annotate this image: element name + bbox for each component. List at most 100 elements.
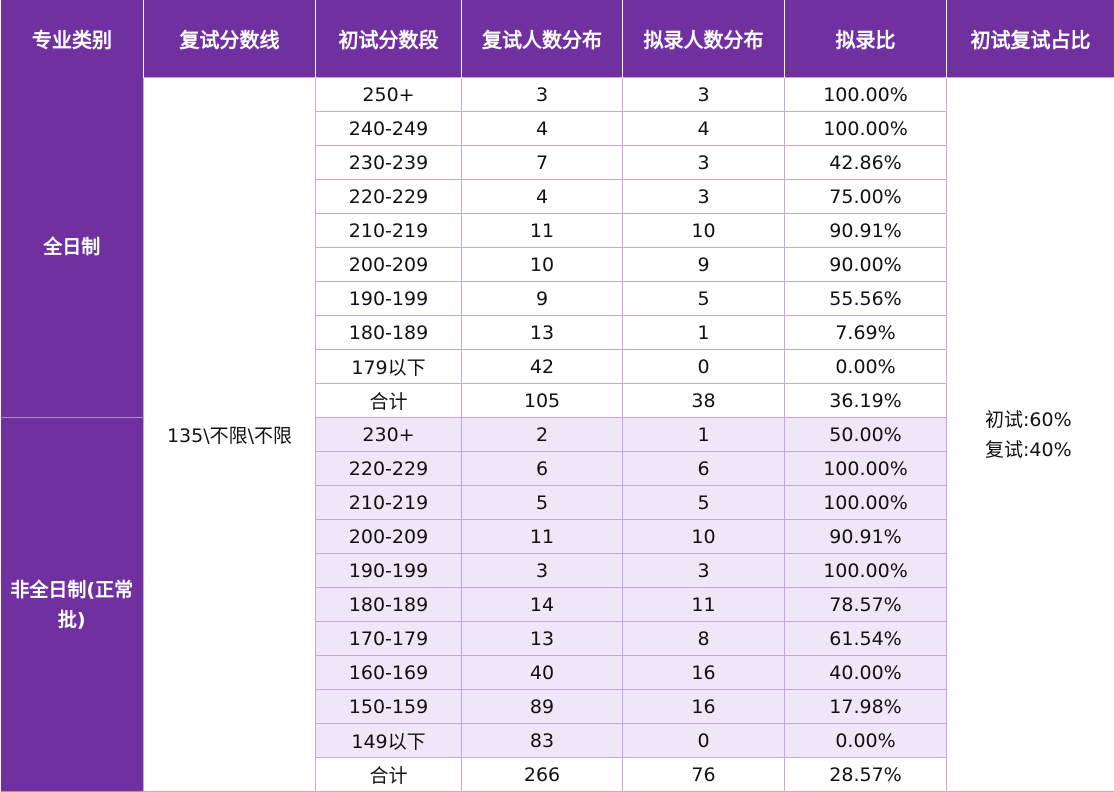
admit-ratio-cell: 36.19% bbox=[784, 383, 947, 418]
admit-count-cell: 8 bbox=[622, 621, 785, 656]
retest-count-cell: 89 bbox=[461, 689, 623, 724]
score-range-cell: 180-189 bbox=[315, 587, 462, 622]
table-row: 240-249 4 4 100.00% bbox=[1, 111, 1114, 146]
retest-count-cell: 3 bbox=[461, 553, 623, 588]
admit-ratio-cell: 90.91% bbox=[784, 519, 947, 554]
retest-count-cell: 13 bbox=[461, 315, 623, 350]
weight-ratio-cell: 初试:60% 复试:40% bbox=[946, 77, 1114, 792]
admit-ratio-cell: 100.00% bbox=[784, 485, 947, 520]
admit-count-cell: 1 bbox=[622, 315, 785, 350]
score-range-cell: 250+ bbox=[315, 77, 462, 112]
table-row: 150-159 89 16 17.98% bbox=[1, 689, 1114, 724]
admit-ratio-cell: 100.00% bbox=[784, 111, 947, 146]
table-row: 合计 105 38 36.19% bbox=[1, 383, 1114, 418]
retest-count-cell: 10 bbox=[461, 247, 623, 282]
score-range-cell: 220-229 bbox=[315, 179, 462, 214]
score-range-cell: 180-189 bbox=[315, 315, 462, 350]
admit-count-cell: 3 bbox=[622, 179, 785, 214]
retest-count-cell: 4 bbox=[461, 179, 623, 214]
admit-ratio-cell: 55.56% bbox=[784, 281, 947, 316]
retest-count-cell: 13 bbox=[461, 621, 623, 656]
admit-count-cell: 38 bbox=[622, 383, 785, 418]
admit-count-cell: 4 bbox=[622, 111, 785, 146]
retest-weight: 复试:40% bbox=[985, 438, 1072, 461]
admit-ratio-cell: 61.54% bbox=[784, 621, 947, 656]
admit-count-cell: 5 bbox=[622, 485, 785, 520]
table-row: 180-189 13 1 7.69% bbox=[1, 315, 1114, 350]
admit-ratio-cell: 17.98% bbox=[784, 689, 947, 724]
initial-exam-weight: 初试:60% bbox=[985, 408, 1072, 431]
table-row: 全日制 135\不限\不限 250+ 3 3 100.00% 初试:60% 复试:40% bbox=[0, 77, 1114, 792]
retest-count-cell: 2 bbox=[461, 417, 623, 452]
score-range-cell: 170-179 bbox=[315, 621, 462, 656]
admit-ratio-cell: 40.00% bbox=[784, 655, 947, 690]
admit-ratio-cell: 100.00% bbox=[784, 451, 947, 486]
table-row: 149以下 83 0 0.00% bbox=[1, 723, 1114, 758]
score-range-cell: 200-209 bbox=[315, 519, 462, 554]
table-row: 200-209 11 10 90.91% bbox=[1, 519, 1114, 554]
score-range-cell: 合计 bbox=[315, 383, 462, 418]
header-row: 专业类别 复试分数线 初试分数段 复试人数分布 拟录人数分布 拟录比 初试复试占… bbox=[0, 0, 1114, 78]
admit-count-cell: 1 bbox=[622, 417, 785, 452]
retest-count-cell: 3 bbox=[461, 77, 623, 112]
score-range-cell: 230-239 bbox=[315, 145, 462, 180]
admit-ratio-cell: 90.91% bbox=[784, 213, 947, 248]
admit-ratio-cell: 100.00% bbox=[784, 77, 947, 112]
admit-count-cell: 0 bbox=[622, 723, 785, 758]
table-row: 210-219 5 5 100.00% bbox=[1, 485, 1114, 520]
retest-count-cell: 266 bbox=[461, 757, 623, 792]
table-row: 200-209 10 9 90.00% bbox=[1, 247, 1114, 282]
category-cell: 全日制 bbox=[0, 77, 144, 418]
retest-count-cell: 11 bbox=[461, 213, 623, 248]
admit-count-cell: 16 bbox=[622, 655, 785, 690]
header-category: 专业类别 bbox=[0, 0, 144, 78]
score-range-cell: 160-169 bbox=[315, 655, 462, 690]
admit-count-cell: 3 bbox=[622, 145, 785, 180]
admit-ratio-cell: 90.00% bbox=[784, 247, 947, 282]
retest-count-cell: 105 bbox=[461, 383, 623, 418]
table-row: 210-219 11 10 90.91% bbox=[1, 213, 1114, 248]
table-body: 全日制 135\不限\不限 250+ 3 3 100.00% 初试:60% 复试:40% 240… bbox=[0, 77, 1114, 792]
retest-count-cell: 5 bbox=[461, 485, 623, 520]
retest-count-cell: 14 bbox=[461, 587, 623, 622]
table-row: 合计 266 76 28.57% bbox=[1, 757, 1114, 792]
admit-count-cell: 3 bbox=[622, 553, 785, 588]
score-range-cell: 149以下 bbox=[315, 723, 462, 758]
table-row: 230-239 7 3 42.86% bbox=[1, 145, 1114, 180]
retest-count-cell: 6 bbox=[461, 451, 623, 486]
admit-count-cell: 6 bbox=[622, 451, 785, 486]
score-range-cell: 179以下 bbox=[315, 349, 462, 384]
score-line-cell: 135\不限\不限 bbox=[143, 77, 316, 792]
retest-count-cell: 83 bbox=[461, 723, 623, 758]
admit-count-cell: 10 bbox=[622, 213, 785, 248]
table-row: 非全日制(正常批) 230+ 2 1 50.00% bbox=[0, 417, 1114, 792]
header-score-line: 复试分数线 bbox=[143, 0, 316, 78]
score-range-cell: 190-199 bbox=[315, 281, 462, 316]
table-row: 179以下 42 0 0.00% bbox=[1, 349, 1114, 384]
table-row: 170-179 13 8 61.54% bbox=[1, 621, 1114, 656]
header-score-range: 初试分数段 bbox=[315, 0, 462, 78]
admit-count-cell: 9 bbox=[622, 247, 785, 282]
retest-count-cell: 7 bbox=[461, 145, 623, 180]
score-range-cell: 190-199 bbox=[315, 553, 462, 588]
retest-count-cell: 40 bbox=[461, 655, 623, 690]
score-range-cell: 200-209 bbox=[315, 247, 462, 282]
admit-count-cell: 5 bbox=[622, 281, 785, 316]
score-range-cell: 210-219 bbox=[315, 485, 462, 520]
table-row: 190-199 3 3 100.00% bbox=[1, 553, 1114, 588]
admit-ratio-cell: 7.69% bbox=[784, 315, 947, 350]
admit-count-cell: 0 bbox=[622, 349, 785, 384]
score-range-cell: 240-249 bbox=[315, 111, 462, 146]
admit-count-cell: 16 bbox=[622, 689, 785, 724]
score-range-cell: 220-229 bbox=[315, 451, 462, 486]
admit-ratio-cell: 78.57% bbox=[784, 587, 947, 622]
header-weight-ratio: 初试复试占比 bbox=[946, 0, 1114, 78]
table-row: 220-229 4 3 75.00% bbox=[1, 179, 1114, 214]
admit-count-cell: 10 bbox=[622, 519, 785, 554]
admit-ratio-cell: 75.00% bbox=[784, 179, 947, 214]
table-row: 220-229 6 6 100.00% bbox=[1, 451, 1114, 486]
table-row: 180-189 14 11 78.57% bbox=[1, 587, 1114, 622]
retest-count-cell: 4 bbox=[461, 111, 623, 146]
admit-count-cell: 11 bbox=[622, 587, 785, 622]
admit-ratio-cell: 42.86% bbox=[784, 145, 947, 180]
